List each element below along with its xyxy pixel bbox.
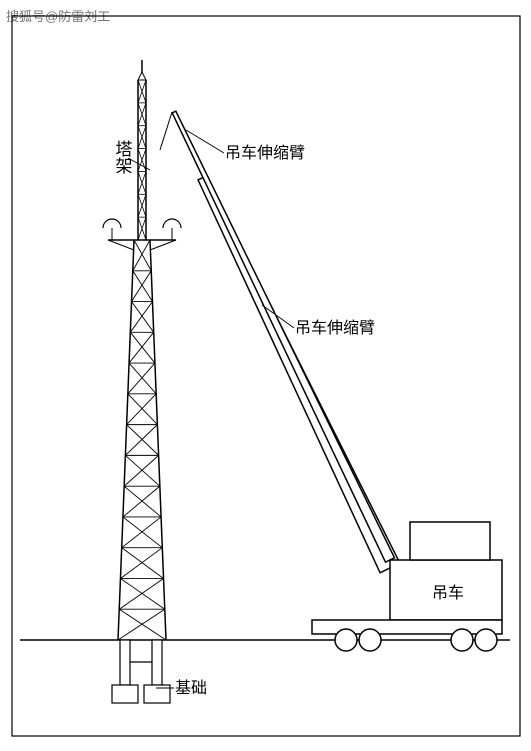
label-tower: 塔架 <box>112 140 132 174</box>
label-boom-upper: 吊车伸缩臂 <box>225 145 305 163</box>
diagram-svg <box>0 0 531 751</box>
label-foundation: 基础 <box>175 680 207 698</box>
diagram-canvas: 搜狐号@防雷刘工 塔架 吊车伸缩臂 吊车伸缩臂 吊车 基础 <box>0 0 531 751</box>
label-crane: 吊车 <box>432 585 464 603</box>
label-boom-lower: 吊车伸缩臂 <box>295 320 375 338</box>
